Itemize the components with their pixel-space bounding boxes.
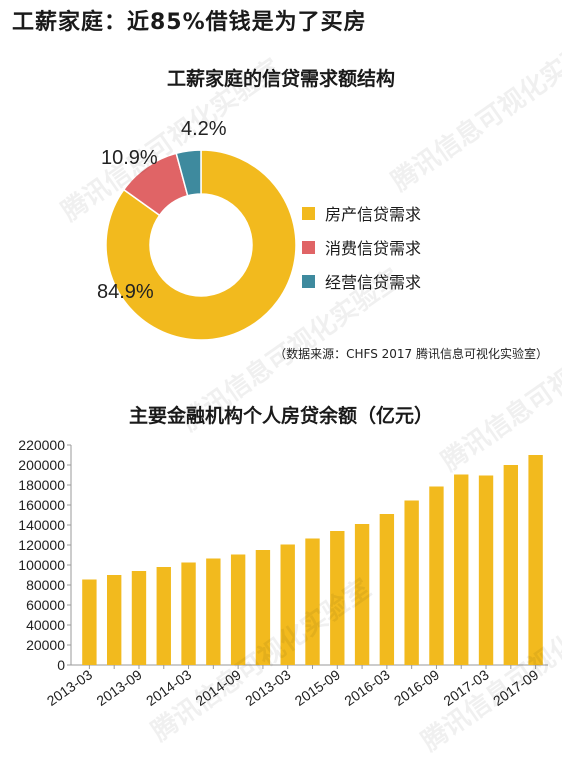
legend-swatch [302,274,315,288]
legend-item-housing: 房产信贷需求 [302,196,421,230]
legend-label: 消费信贷需求 [325,239,422,258]
bar-2016-03 [379,514,395,665]
y-tick-label: 140000 [18,517,65,533]
bar-2014-03 [181,562,196,665]
y-tick-label: 0 [57,657,65,673]
y-tick-label: 60000 [26,597,65,613]
legend-swatch [302,206,315,220]
donut-slice-housing [105,149,297,341]
bar-2016-06 [404,500,419,665]
y-tick-label: 20000 [26,637,65,653]
bar-2017-06 [503,465,519,665]
slice-label-housing: 84.9% [97,281,154,303]
y-tick-label: 80000 [26,577,65,593]
bar-chart: 0 20000 40000 60000 80000 100000 120000 140000 1… [18,437,548,709]
y-tick-label: 180000 [18,477,65,493]
slice-label-business: 4.2% [181,118,227,140]
y-tick-label: 40000 [26,617,65,633]
legend-label: 经营信贷需求 [325,273,422,292]
bar-2017-03 [478,475,494,665]
y-tick-label: 220000 [18,437,65,453]
data-source-note: （数据来源：CHFS 2017 腾讯信息可视化实验室） [274,347,548,361]
y-tick-label: 200000 [18,457,65,473]
legend-label: 房产信贷需求 [325,205,422,224]
bar-2013-09 [131,571,147,665]
bar-2015-12 [354,524,370,665]
slice-label-consumer: 10.9% [101,147,158,169]
pie-legend: 房产信贷需求 消费信贷需求 经营信贷需求 [302,196,421,298]
x-tick-label: 2015-09 [292,666,343,709]
x-tick-label: 2013-09 [93,666,144,709]
donut-chart [105,149,297,341]
bar-2016-09 [429,486,444,665]
x-tick-label: 2016-09 [391,666,442,709]
bar-2014-12 [255,550,271,665]
y-tick-label: 160000 [18,497,65,513]
pie-chart-title: 工薪家庭的信贷需求额结构 [166,68,395,90]
bar-2013-03 [82,579,97,665]
x-tick-label: 2013-03 [44,666,95,709]
y-tick-label: 100000 [18,557,65,573]
bar-2015-06 [305,538,320,665]
y-tick-label: 120000 [18,537,65,553]
legend-swatch [302,240,315,254]
page-title: 工薪家庭：近85%借钱是为了买房 [12,10,367,35]
legend-item-business: 经营信贷需求 [302,264,421,298]
legend-item-consumer: 消费信贷需求 [302,230,421,264]
bar-2014-06 [206,558,221,665]
bar-2015-03 [280,544,295,665]
bar-2014-09 [230,554,246,665]
bar-2017-09 [528,455,543,665]
bar-2016-12 [454,474,469,665]
x-tick-label: 2016-03 [341,666,392,709]
bar-2015-09 [330,531,345,665]
bar-2013-06 [106,575,122,665]
bar-2013-12 [156,567,171,665]
donut-slice-business [175,149,202,197]
bar-chart-title: 主要金融机构个人房贷余额（亿元） [128,405,433,427]
